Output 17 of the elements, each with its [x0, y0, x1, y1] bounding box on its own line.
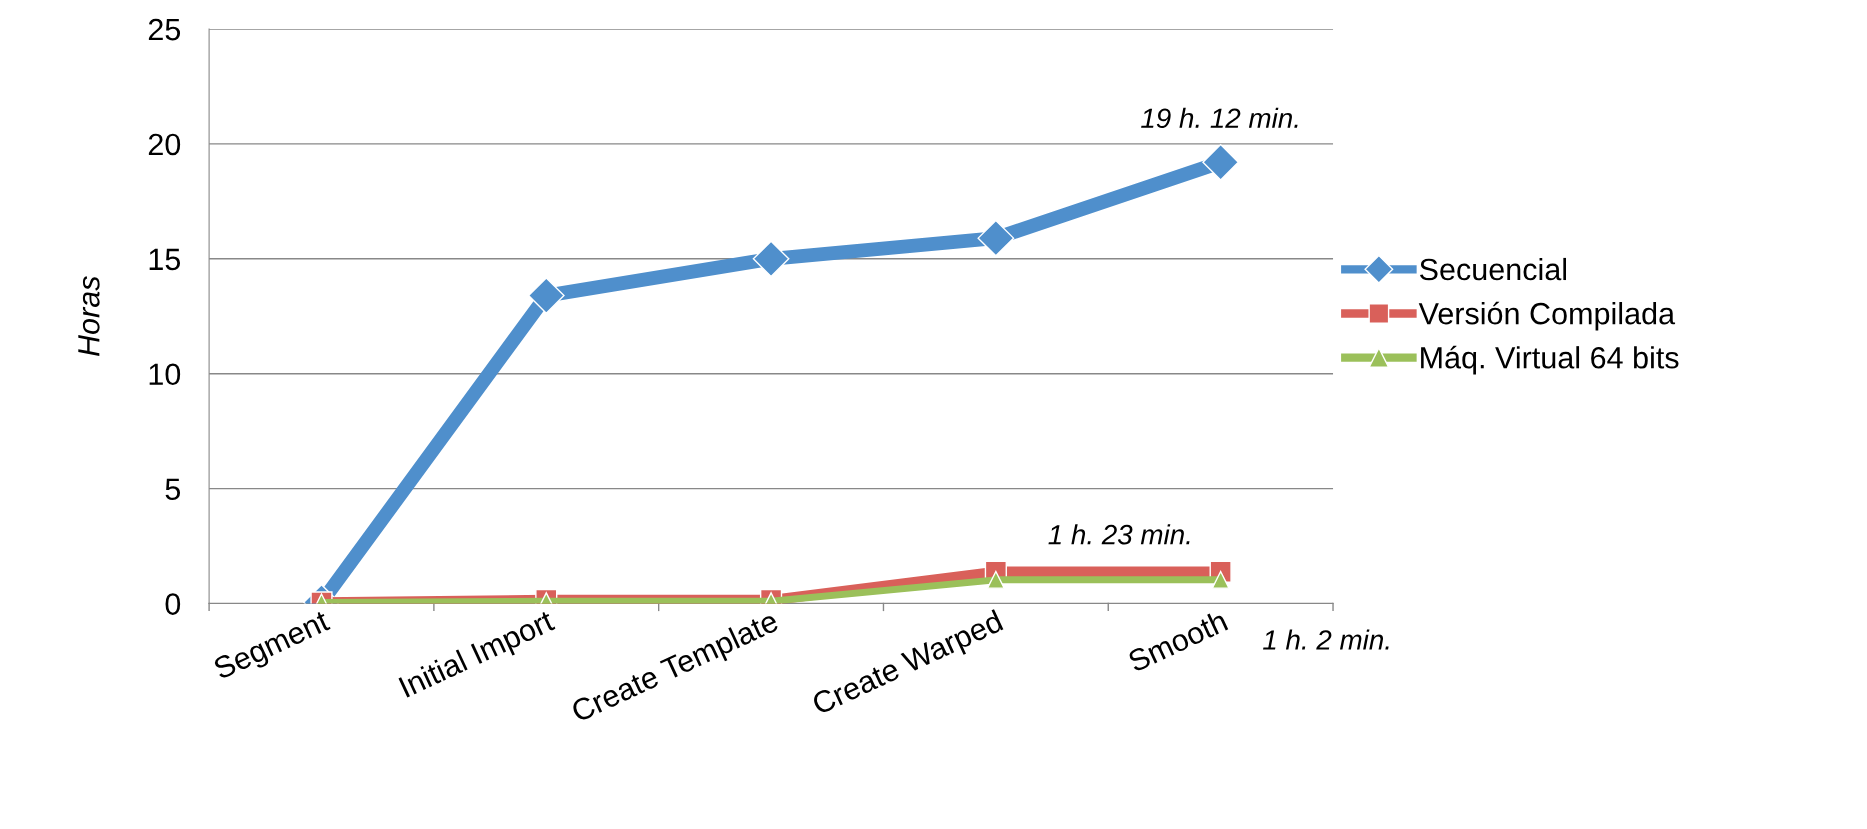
y-tick-label: 25	[148, 18, 181, 41]
y-tick-label: 10	[149, 363, 181, 386]
y-tick-label: 15	[149, 248, 181, 271]
legend-label: Máq. Virtual 64 bits	[1421, 345, 1679, 375]
annotation: 19 h. 12 min.	[1141, 107, 1298, 129]
point	[527, 277, 565, 314]
point	[752, 240, 790, 278]
y-axis-title: Horas	[78, 276, 100, 357]
legend-label: Secuencial	[1419, 257, 1567, 281]
y-tick-label: 0	[165, 593, 181, 615]
legend-label: Versión Compilada	[1418, 301, 1676, 331]
y-tick-label: 20	[148, 133, 181, 156]
y-tick-label: 5	[165, 478, 181, 500]
point	[1202, 143, 1240, 181]
annotation: 1 h. 23 min.	[1048, 524, 1190, 545]
annotation: 1 h. 2 min.	[1263, 629, 1389, 650]
point	[977, 219, 1015, 257]
